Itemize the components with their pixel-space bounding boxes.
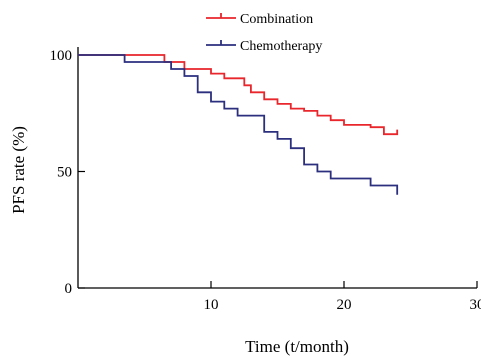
x-tick-label: 10 xyxy=(204,297,219,313)
legend-label-chemotherapy: Chemotherapy xyxy=(240,39,322,54)
x-tick-label: 30 xyxy=(470,297,481,313)
ticks: 0 50 100 10 20 30 xyxy=(50,48,481,313)
legend: Combination Chemotherapy xyxy=(206,12,322,54)
y-tick-label: 100 xyxy=(50,48,73,64)
x-tick-label: 20 xyxy=(337,297,352,313)
x-axis-title: Time (t/month) xyxy=(245,337,349,356)
legend-label-combination: Combination xyxy=(240,12,313,27)
series-line-chemotherapy xyxy=(78,54,399,195)
y-tick-label: 0 xyxy=(65,281,73,297)
axes xyxy=(77,47,477,289)
series-layer xyxy=(78,54,399,195)
series-line-combination xyxy=(78,54,399,136)
y-axis-title: PFS rate (%) xyxy=(9,126,28,214)
y-tick-label: 50 xyxy=(57,165,72,181)
